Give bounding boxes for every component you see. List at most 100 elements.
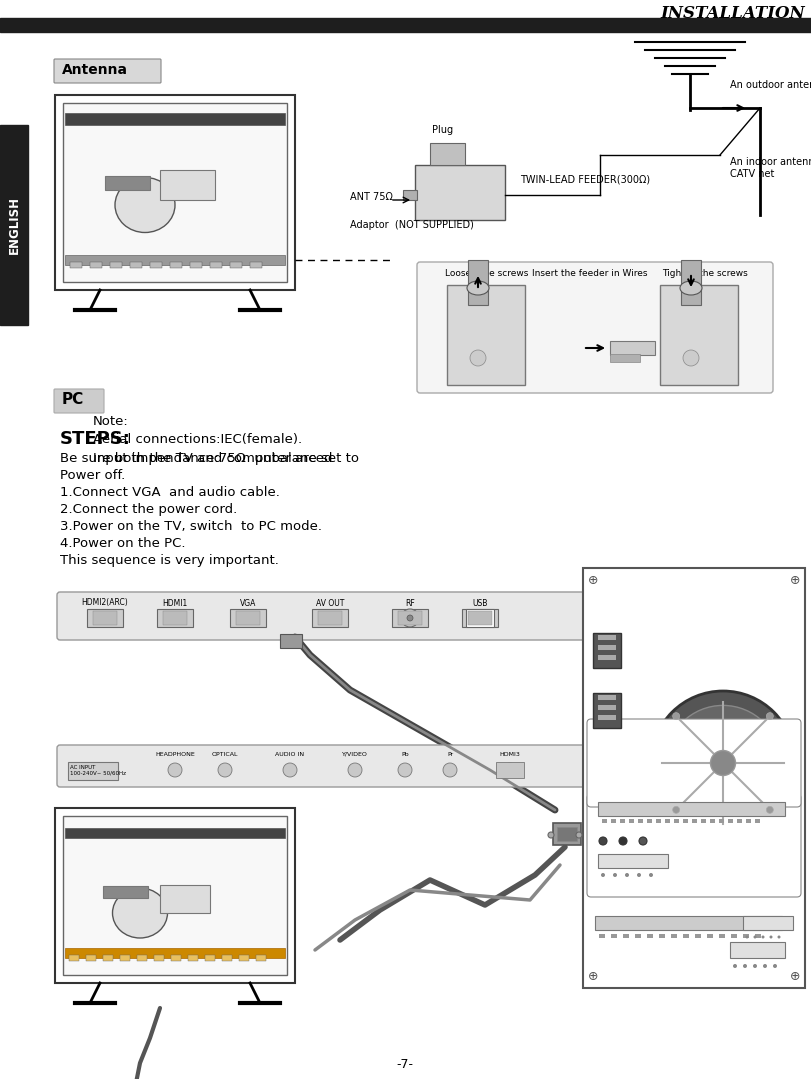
Ellipse shape: [733, 964, 737, 968]
Text: An indoor antenna
CATV net: An indoor antenna CATV net: [730, 158, 811, 179]
Bar: [611, 819, 616, 823]
Ellipse shape: [398, 763, 412, 777]
Bar: [69, 955, 79, 961]
Bar: [602, 819, 607, 823]
Bar: [65, 255, 285, 265]
Bar: [599, 934, 605, 938]
Ellipse shape: [115, 178, 175, 232]
FancyBboxPatch shape: [417, 262, 773, 393]
Bar: [170, 262, 182, 268]
Bar: [647, 934, 653, 938]
Bar: [0, 125, 28, 325]
Bar: [468, 611, 492, 625]
Bar: [496, 762, 524, 778]
Ellipse shape: [762, 935, 765, 939]
Ellipse shape: [710, 751, 736, 776]
Bar: [210, 262, 222, 268]
Text: HDMI2(ARC): HDMI2(ARC): [82, 599, 128, 607]
Bar: [222, 955, 232, 961]
Bar: [190, 262, 202, 268]
Bar: [598, 695, 616, 700]
Ellipse shape: [619, 837, 627, 845]
Bar: [598, 645, 616, 650]
Text: Be sure both the TV and computer are set to: Be sure both the TV and computer are set…: [60, 452, 359, 465]
Text: ⊕: ⊕: [588, 970, 599, 983]
Bar: [728, 819, 733, 823]
Text: HEADPHONE: HEADPHONE: [155, 751, 195, 756]
Ellipse shape: [649, 873, 653, 877]
Bar: [730, 942, 785, 958]
Text: ⊕: ⊕: [790, 970, 800, 983]
Bar: [103, 886, 148, 898]
Bar: [707, 934, 713, 938]
Bar: [656, 819, 661, 823]
Bar: [160, 170, 215, 200]
Bar: [462, 609, 498, 627]
Bar: [683, 934, 689, 938]
Bar: [611, 934, 617, 938]
Text: Plug: Plug: [432, 125, 453, 135]
Bar: [398, 611, 422, 625]
Bar: [598, 655, 616, 660]
Text: An outdoor antenna: An outdoor antenna: [730, 80, 811, 90]
FancyBboxPatch shape: [587, 794, 801, 897]
Text: ⊕: ⊕: [588, 574, 599, 587]
Bar: [236, 611, 260, 625]
Bar: [70, 262, 82, 268]
Text: INSTALLATION: INSTALLATION: [660, 5, 805, 23]
Text: HDMI3: HDMI3: [500, 751, 521, 756]
Ellipse shape: [283, 763, 297, 777]
FancyBboxPatch shape: [54, 390, 104, 413]
Bar: [466, 609, 494, 627]
Text: -7-: -7-: [397, 1058, 414, 1071]
Bar: [659, 934, 665, 938]
Text: ENGLISH: ENGLISH: [7, 196, 20, 254]
Bar: [93, 611, 117, 625]
Bar: [710, 819, 715, 823]
Bar: [150, 262, 162, 268]
Bar: [681, 260, 701, 305]
Ellipse shape: [613, 873, 617, 877]
Bar: [239, 955, 249, 961]
Text: STEPS:: STEPS:: [60, 431, 131, 448]
Bar: [731, 934, 737, 938]
Ellipse shape: [763, 964, 767, 968]
Text: AV OUT: AV OUT: [315, 599, 344, 607]
FancyBboxPatch shape: [57, 592, 618, 640]
Bar: [103, 955, 113, 961]
Text: ANT 75Ω: ANT 75Ω: [350, 192, 393, 202]
Text: Antenna: Antenna: [62, 63, 128, 77]
Bar: [557, 827, 577, 841]
Bar: [583, 568, 805, 988]
Bar: [553, 823, 581, 845]
Bar: [746, 819, 751, 823]
Ellipse shape: [665, 706, 781, 821]
Ellipse shape: [770, 935, 773, 939]
Bar: [665, 819, 670, 823]
Bar: [63, 816, 287, 975]
Bar: [447, 285, 525, 385]
Ellipse shape: [672, 712, 680, 720]
FancyBboxPatch shape: [54, 59, 161, 83]
Bar: [610, 341, 655, 355]
Text: AC INPUT
100-240V~ 50/60Hz: AC INPUT 100-240V~ 50/60Hz: [70, 765, 126, 776]
Bar: [188, 955, 198, 961]
Bar: [671, 934, 677, 938]
Ellipse shape: [168, 763, 182, 777]
Bar: [403, 190, 417, 200]
FancyBboxPatch shape: [587, 719, 801, 807]
Ellipse shape: [467, 281, 489, 295]
Bar: [737, 819, 742, 823]
Ellipse shape: [766, 806, 774, 814]
Text: Tighten the screws: Tighten the screws: [662, 269, 748, 277]
Bar: [468, 260, 488, 305]
Ellipse shape: [218, 763, 232, 777]
Bar: [86, 955, 96, 961]
Bar: [595, 916, 782, 930]
FancyBboxPatch shape: [57, 745, 618, 787]
Bar: [598, 636, 616, 640]
Bar: [68, 762, 118, 780]
Ellipse shape: [599, 837, 607, 845]
Bar: [65, 828, 285, 838]
Bar: [692, 819, 697, 823]
